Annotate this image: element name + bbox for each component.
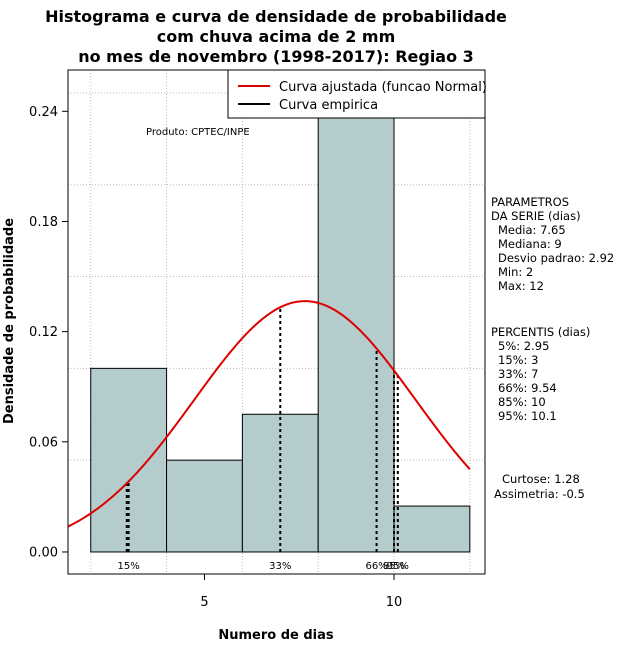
param-heading-2: DA SERIE (dias)	[491, 209, 581, 223]
param-mean: Media: 7.65	[498, 223, 566, 237]
y-tick-label-0-24: 0.24	[29, 105, 58, 120]
histogram-bar-1	[90, 367, 168, 553]
x-axis-label: Numero de dias	[218, 628, 334, 643]
param-median: Mediana: 9	[498, 237, 562, 251]
chart-title-line-3: no mes de novembro (1998-2017): Regiao 3	[78, 47, 474, 66]
param-min: Min: 2	[498, 265, 533, 279]
percentile-labels: 15% 33% 66%85%95%	[118, 561, 409, 572]
histogram-bar-5	[393, 505, 471, 553]
kurtosis: Curtose: 1.28	[502, 472, 580, 486]
y-tick-label-0: 0.00	[29, 545, 58, 560]
x-tick-label-10: 10	[386, 595, 403, 610]
y-tick-label-0-12: 0.12	[29, 325, 58, 340]
pct-15: 15%: 3	[498, 353, 538, 367]
pct-heading: PERCENTIS (dias)	[491, 325, 590, 339]
pct-95: 95%: 10.1	[498, 409, 557, 423]
skewness: Assimetria: -0.5	[494, 487, 585, 501]
stats-panel: PARAMETROS DA SERIE (dias) Media: 7.65 M…	[491, 195, 614, 501]
percentile-label-95: 95%	[387, 561, 409, 572]
chart-title-line-2: com chuva acima de 2 mm	[157, 27, 396, 46]
pct-33: 33%: 7	[498, 367, 538, 381]
percentile-label-15: 15%	[118, 561, 140, 572]
param-max: Max: 12	[498, 279, 544, 293]
percentile-label-66: 66%	[365, 561, 387, 572]
chart-title-line-1: Histograma e curva de densidade de proba…	[45, 7, 507, 26]
legend: Curva ajustada (funcao Normal) Curva emp…	[227, 69, 487, 119]
product-annotation: Produto: CPTEC/INPE	[146, 127, 250, 138]
y-axis-label: Densidade de probabilidade	[2, 218, 17, 424]
param-sd: Desvio padrao: 2.92	[498, 251, 614, 265]
pct-66: 66%: 9.54	[498, 381, 557, 395]
normal-curve-group	[67, 300, 471, 528]
x-axis: 5 10	[200, 574, 402, 610]
histogram-bar-4	[317, 92, 395, 553]
pct-5: 5%: 2.95	[498, 339, 549, 353]
percentile-lines	[125, 307, 399, 552]
y-axis: 0.00 0.06 0.12 0.18 0.24	[29, 105, 68, 560]
legend-label-empirical: Curva empirica	[279, 98, 378, 113]
histogram-bar-2	[166, 459, 243, 553]
legend-box	[227, 69, 486, 119]
param-heading-1: PARAMETROS	[491, 195, 569, 209]
normal-curve	[67, 300, 471, 528]
y-tick-label-0-18: 0.18	[29, 215, 58, 230]
y-tick-label-0-06: 0.06	[29, 435, 58, 450]
percentile-label-85: 85%	[383, 561, 405, 572]
x-tick-label-5: 5	[200, 595, 208, 610]
percentile-label-33: 33%	[269, 561, 291, 572]
legend-label-fitted: Curva ajustada (funcao Normal)	[279, 80, 487, 95]
pct-85: 85%: 10	[498, 395, 546, 409]
